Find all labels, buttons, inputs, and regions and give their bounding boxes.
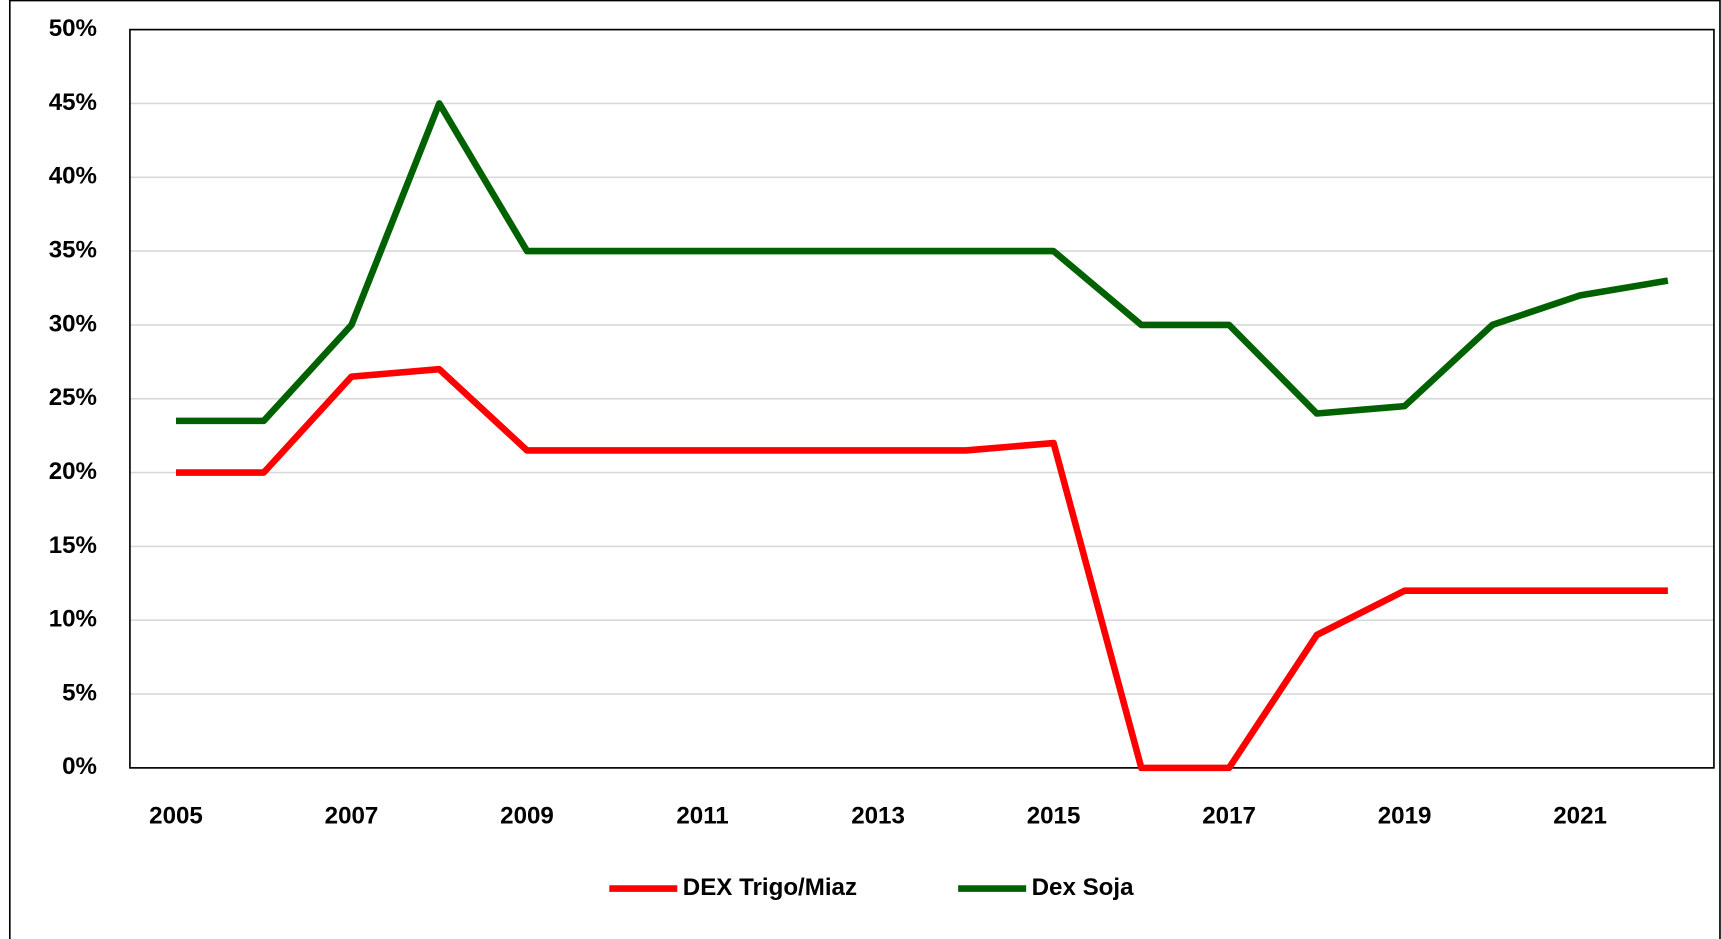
legend-label: DEX Trigo/Miaz <box>683 874 857 901</box>
legend-label: Dex Soja <box>1032 874 1134 901</box>
series-line <box>175 365 1668 772</box>
series-line <box>175 100 1669 425</box>
y-tick-label: 10% <box>49 606 97 633</box>
y-tick-label: 20% <box>49 458 97 485</box>
y-tick-label: 40% <box>49 163 97 190</box>
y-tick-label: 15% <box>49 532 97 559</box>
y-tick-label: 5% <box>62 679 97 706</box>
y-tick-label: 50% <box>49 15 97 42</box>
y-tick-label: 0% <box>62 753 97 780</box>
y-tick-label: 35% <box>49 236 97 263</box>
x-tick-label: 2009 <box>500 803 554 830</box>
x-tick-label: 2015 <box>1027 803 1081 830</box>
y-tick-label: 25% <box>49 384 97 411</box>
plot-frame <box>129 28 1715 769</box>
chart-border <box>8 0 1721 939</box>
x-tick-label: 2013 <box>851 803 905 830</box>
x-tick-label: 2007 <box>325 803 379 830</box>
x-tick-label: 2017 <box>1202 803 1256 830</box>
y-tick-label: 30% <box>49 310 97 337</box>
y-tick-label: 45% <box>49 89 97 116</box>
x-tick-label: 2011 <box>676 803 728 830</box>
x-tick-label: 2021 <box>1553 803 1607 830</box>
x-tick-label: 2005 <box>149 803 203 830</box>
x-tick-label: 2019 <box>1378 803 1432 830</box>
